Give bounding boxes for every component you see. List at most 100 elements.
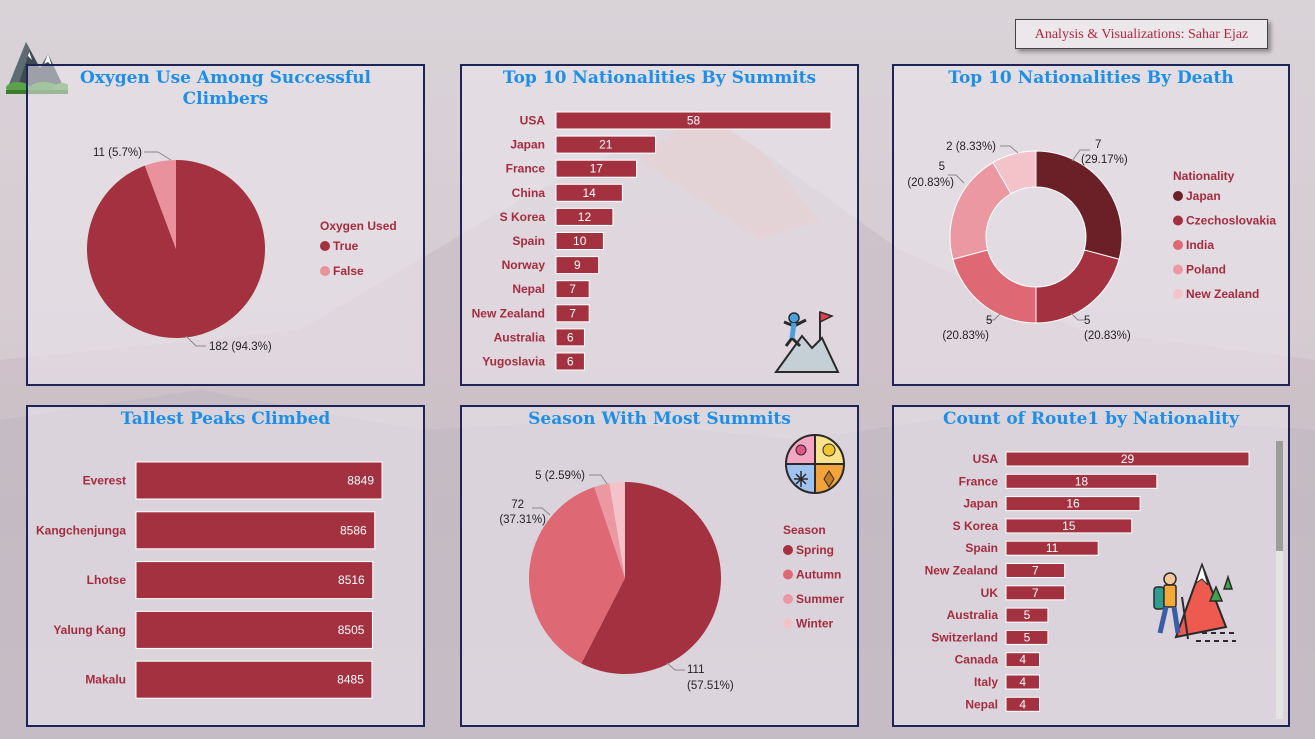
category-label: Italy (974, 675, 998, 689)
data-label: 2 (8.33%) (946, 141, 996, 153)
author-credit: Analysis & Visualizations: Sahar Ejaz (1015, 19, 1268, 49)
category-label: Japan (963, 497, 998, 511)
data-label: 8586 (340, 523, 367, 537)
data-label: 6 (567, 330, 574, 344)
oxygen-panel: Oxygen Use Among Successful Climbers Oxy… (26, 64, 425, 386)
category-label: New Zealand (925, 564, 998, 578)
category-label: Everest (83, 474, 126, 488)
data-label: (57.51%) (687, 680, 734, 692)
data-label: (29.17%) (1081, 154, 1128, 166)
panel-title: Tallest Peaks Climbed (120, 409, 331, 429)
category-label: Nepal (965, 697, 998, 711)
category-label: Yugoslavia (482, 355, 545, 369)
summits-chart: USA 58 Japan 21 France 17 China 14 S Korea 12 Spai… (472, 111, 832, 371)
data-label: 7 (1032, 564, 1039, 578)
bar (135, 610, 373, 649)
bar (555, 256, 600, 275)
bar (555, 304, 590, 323)
data-label: (20.83%) (907, 177, 954, 189)
legend-marker (1173, 289, 1183, 299)
data-label: 8849 (347, 474, 374, 488)
pie-slice (144, 160, 176, 249)
leader-line (1071, 149, 1090, 162)
oxygen-chart: Oxygen Used True False 11 (5.7%) 182 (94.3%) (87, 147, 397, 353)
bar (555, 111, 832, 130)
summits-panel: Top 10 Nationalities By Summits USA 58 Jap… (460, 64, 859, 386)
pie-slice (992, 150, 1037, 195)
category-label: Yalung Kang (53, 623, 126, 637)
legend-item: Japan (1186, 189, 1221, 203)
season-panel: Season With Most Summits Season Spring Aut… (460, 405, 859, 727)
scroll-thumb[interactable] (1276, 441, 1283, 551)
bar (555, 280, 590, 299)
category-label: UK (981, 586, 999, 600)
data-label: 8485 (337, 673, 364, 687)
bar (135, 660, 373, 699)
category-label: Spain (965, 541, 998, 555)
data-label: (37.31%) (499, 514, 546, 526)
data-label: 10 (573, 234, 587, 248)
legend-marker (783, 618, 793, 629)
data-label: 8516 (338, 573, 365, 587)
data-label: 5 (986, 315, 992, 327)
bar (1005, 451, 1250, 467)
bar (135, 511, 376, 550)
legend-item: India (1186, 238, 1214, 252)
data-label: 21 (599, 138, 613, 152)
leader-line (532, 507, 551, 516)
bar (135, 561, 374, 600)
data-label: 4 (1019, 697, 1026, 711)
bar (1005, 585, 1066, 601)
legend-item: Autumn (796, 568, 841, 582)
data-label: 11 (1046, 541, 1059, 555)
peaks-chart: Everest 8849 Kangchenjunga 8586 Lhotse 8516 Ya… (36, 461, 383, 699)
hiker-icon (1153, 562, 1236, 642)
panel-title: Oxygen Use Among Successful Climbers (79, 68, 372, 109)
climber-flag-icon (774, 310, 840, 373)
leader-line (666, 662, 685, 671)
data-label: 14 (583, 186, 597, 200)
pie-slice (594, 483, 625, 578)
data-label: 182 (94.3%) (209, 341, 272, 353)
bar (1005, 496, 1141, 512)
legend-title: Oxygen Used (320, 219, 397, 233)
legend-item: Poland (1186, 263, 1226, 277)
data-label: 5 (1084, 315, 1090, 327)
category-label: Australia (947, 608, 999, 622)
legend-item: False (333, 264, 364, 278)
data-label: 58 (687, 114, 701, 128)
leader-line (948, 174, 965, 184)
legend-marker (783, 545, 793, 555)
data-label: 15 (1062, 519, 1076, 533)
category-label: Japan (510, 138, 545, 152)
bar (1005, 473, 1158, 489)
legend-marker (320, 266, 330, 276)
legend-marker (320, 241, 330, 251)
bar (1005, 540, 1099, 556)
leader-line (1000, 145, 1019, 154)
panel-title: Season With Most Summits (528, 409, 791, 429)
panel-title: Count of Route1 by Nationality (942, 409, 1240, 429)
category-label: Canada (955, 653, 999, 667)
legend-marker (1173, 215, 1183, 226)
data-label: 4 (1019, 675, 1026, 689)
legend-item: Spring (796, 543, 834, 557)
category-label: S Korea (500, 210, 546, 224)
category-label: France (506, 162, 546, 176)
legend-marker (1173, 240, 1183, 250)
category-label: France (959, 474, 999, 488)
data-label: 111 (687, 664, 704, 676)
data-label: 9 (574, 258, 581, 272)
route-panel: Count of Route1 by Nationality USA 29 Fran… (892, 405, 1290, 727)
data-label: 5 (939, 161, 945, 173)
data-label: 7 (1095, 139, 1101, 151)
legend-marker (783, 569, 793, 580)
category-label: Norway (502, 258, 546, 272)
panel-title: Top 10 Nationalities By Death (948, 68, 1234, 88)
category-label: China (512, 186, 546, 200)
data-label: 8505 (338, 623, 365, 637)
legend-item: Winter (796, 617, 834, 631)
data-label: 29 (1121, 452, 1135, 466)
route-scrollbar[interactable] (1276, 441, 1283, 719)
data-label: 5 (1024, 608, 1031, 622)
